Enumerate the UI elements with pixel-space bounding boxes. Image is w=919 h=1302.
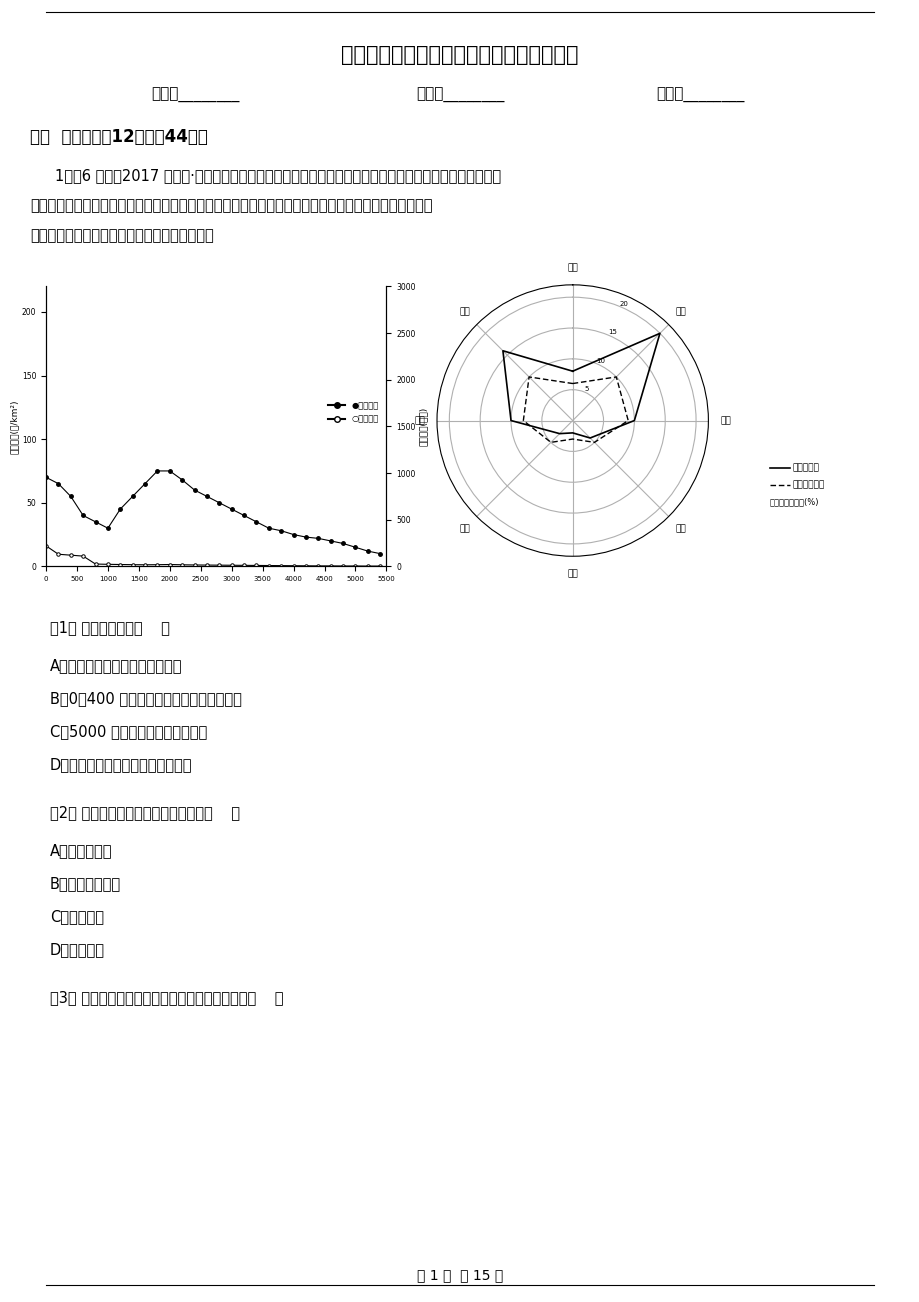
Text: （3） 由澜沧江流域居民点分布与坡向的关系可知（    ）: （3） 由澜沧江流域居民点分布与坡向的关系可知（ ） <box>50 990 283 1005</box>
Text: 村镇居民点: 村镇居民点 <box>792 464 819 473</box>
Text: （1） 图示信息显示（    ）: （1） 图示信息显示（ ） <box>50 620 170 635</box>
Text: D．年降水量: D．年降水量 <box>50 943 105 957</box>
Text: 班级：________: 班级：________ <box>415 89 504 103</box>
Text: （2） 与人口密度分布关系最密切的是（    ）: （2） 与人口密度分布关系最密切的是（ ） <box>50 805 240 820</box>
Legend: ●人口密度, ○人口数量: ●人口密度, ○人口数量 <box>324 398 381 427</box>
Text: 居民点分布比例与坡向关系图，完成下列各题。: 居民点分布比例与坡向关系图，完成下列各题。 <box>30 228 213 243</box>
Text: 姓名：________: 姓名：________ <box>151 89 239 103</box>
Text: 成绩：________: 成绩：________ <box>655 89 743 103</box>
Text: 甘肃省定西市高一下学期地理期末联考试卷: 甘肃省定西市高一下学期地理期末联考试卷 <box>341 46 578 65</box>
Text: D．流域人口分布的态势是南疏北密: D．流域人口分布的态势是南疏北密 <box>50 756 192 772</box>
Text: 一、  选择题（全12题；全44分）: 一、 选择题（全12题；全44分） <box>30 128 208 146</box>
Text: A．人口密度随高度变化并不明显: A．人口密度随高度变化并不明显 <box>50 658 182 673</box>
Text: 乡镇镇居民点: 乡镇镇居民点 <box>792 480 824 490</box>
Text: B．土地利用方式: B．土地利用方式 <box>50 876 121 891</box>
Text: C．5000 米以上可能有大片无人区: C．5000 米以上可能有大片无人区 <box>50 724 207 740</box>
Text: 1．（6 分）（2017 高一下·汽开区期末）澜沧江一湄公河发源于中国青海省唐古拉山脉，向南流至云南省南: 1．（6 分）（2017 高一下·汽开区期末）澜沧江一湄公河发源于中国青海省唐古… <box>55 168 501 184</box>
Y-axis label: 人口密度(人/km²): 人口密度(人/km²) <box>10 400 19 453</box>
Text: 居民点分布比例(%): 居民点分布比例(%) <box>769 497 819 506</box>
Text: A．太阳辐射能: A．太阳辐射能 <box>50 842 112 858</box>
Y-axis label: 人口数量(万人): 人口数量(万人) <box>418 406 427 447</box>
Text: 第 1 页  八 15 页: 第 1 页 八 15 页 <box>416 1268 503 1282</box>
Text: C．水能资源: C．水能资源 <box>50 909 104 924</box>
Text: 腊河口出境，在越南胡志明市以南注入太平洋。读该流域人口密度、人口总量与高程分布图及澜沧江流域: 腊河口出境，在越南胡志明市以南注入太平洋。读该流域人口密度、人口总量与高程分布图… <box>30 198 432 214</box>
Text: B．0～400 米人口分布随高程增大迅速增加: B．0～400 米人口分布随高程增大迅速增加 <box>50 691 242 706</box>
